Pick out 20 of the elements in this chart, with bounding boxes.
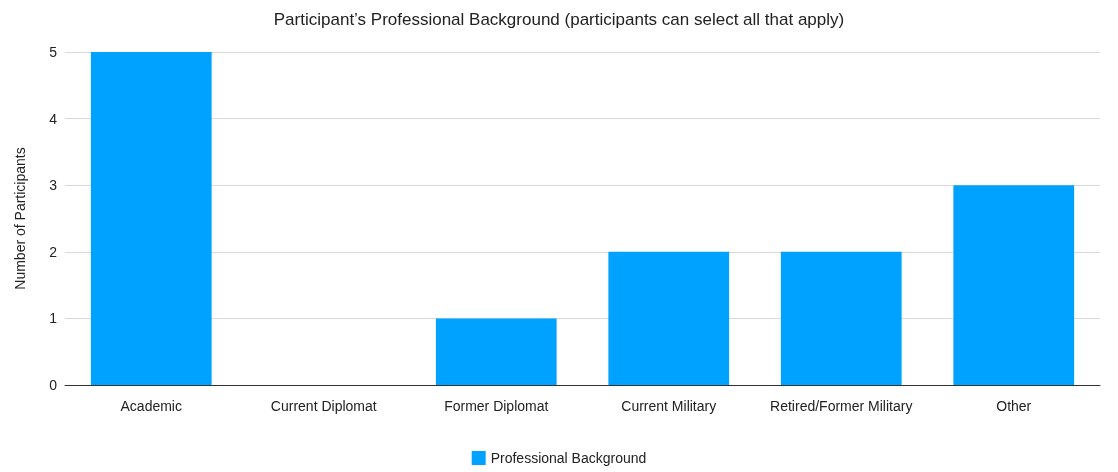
- y-tick-label: 1: [49, 310, 58, 327]
- y-tick-label: 3: [49, 177, 58, 194]
- bar: [435, 318, 557, 385]
- bar: [608, 251, 730, 385]
- x-tick-label: Retired/Former Military: [770, 398, 913, 414]
- bar: [90, 52, 212, 385]
- x-tick-label: Current Diplomat: [270, 398, 377, 414]
- chart-title: Participant’s Professional Background (participants can select all that apply): [273, 10, 845, 29]
- y-axis-title: Number of Participants: [12, 147, 28, 290]
- x-tick-label: Academic: [120, 398, 182, 414]
- x-tick-label: Current Military: [621, 398, 717, 414]
- x-tick-label: Former Diplomat: [444, 398, 549, 414]
- y-tick-label: 2: [49, 243, 58, 260]
- bar: [953, 185, 1075, 385]
- y-tick-label: 0: [49, 377, 58, 393]
- x-tick-label: Other: [996, 398, 1032, 414]
- y-tick-label: 4: [49, 110, 58, 127]
- bar: [780, 251, 902, 385]
- y-tick-label: 5: [49, 44, 58, 60]
- legend-label: Professional Background: [490, 450, 647, 466]
